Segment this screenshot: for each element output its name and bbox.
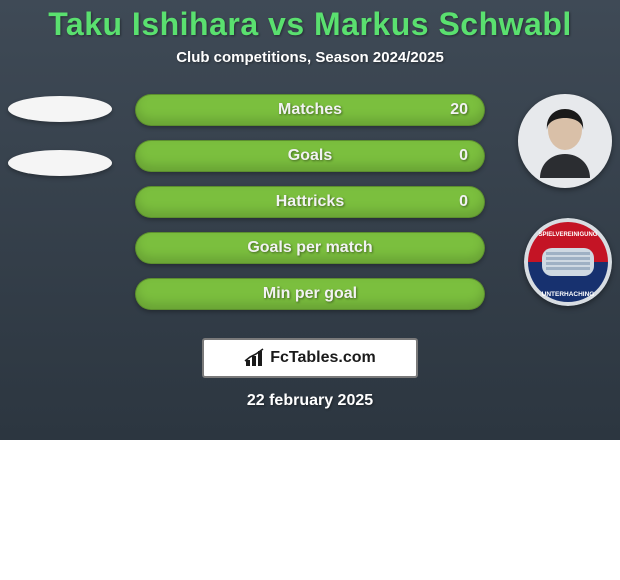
club-badge: SPIELVEREINIGUNG UNTERHACHING (524, 218, 612, 306)
svg-text:UNTERHACHING: UNTERHACHING (542, 291, 595, 298)
player-photo-placeholder (8, 96, 112, 122)
stat-bar-goals-per-match: Goals per match (135, 232, 485, 264)
left-player-column (8, 94, 120, 176)
stat-label: Goals per match (136, 239, 484, 257)
stats-area: Matches 20 Goals 0 Hattricks 0 Goals per… (0, 94, 620, 324)
player-photo (518, 94, 612, 188)
stat-label: Matches (136, 101, 484, 119)
brand-name: FcTables.com (270, 349, 376, 367)
avatar-icon (518, 94, 612, 188)
club-badge-icon: SPIELVEREINIGUNG UNTERHACHING (524, 218, 612, 306)
brand-watermark[interactable]: FcTables.com (202, 338, 418, 378)
stat-label: Hattricks (136, 193, 484, 211)
snapshot-date: 22 february 2025 (0, 392, 620, 410)
stat-value: 0 (459, 193, 468, 211)
blank-area (0, 440, 620, 580)
stat-bars: Matches 20 Goals 0 Hattricks 0 Goals per… (135, 94, 485, 324)
stat-value: 20 (450, 101, 468, 119)
brand-chart-icon (244, 348, 266, 368)
right-player-column: SPIELVEREINIGUNG UNTERHACHING (500, 94, 612, 306)
stat-label: Min per goal (136, 285, 484, 303)
stat-label: Goals (136, 147, 484, 165)
stat-bar-goals: Goals 0 (135, 140, 485, 172)
page-title: Taku Ishihara vs Markus Schwabl (0, 6, 620, 43)
svg-text:SPIELVEREINIGUNG: SPIELVEREINIGUNG (539, 232, 598, 238)
comparison-card: Taku Ishihara vs Markus Schwabl Club com… (0, 0, 620, 440)
stat-bar-hattricks: Hattricks 0 (135, 186, 485, 218)
club-badge-placeholder (8, 150, 112, 176)
stat-bar-matches: Matches 20 (135, 94, 485, 126)
stat-value: 0 (459, 147, 468, 165)
subtitle: Club competitions, Season 2024/2025 (0, 49, 620, 66)
stat-bar-min-per-goal: Min per goal (135, 278, 485, 310)
